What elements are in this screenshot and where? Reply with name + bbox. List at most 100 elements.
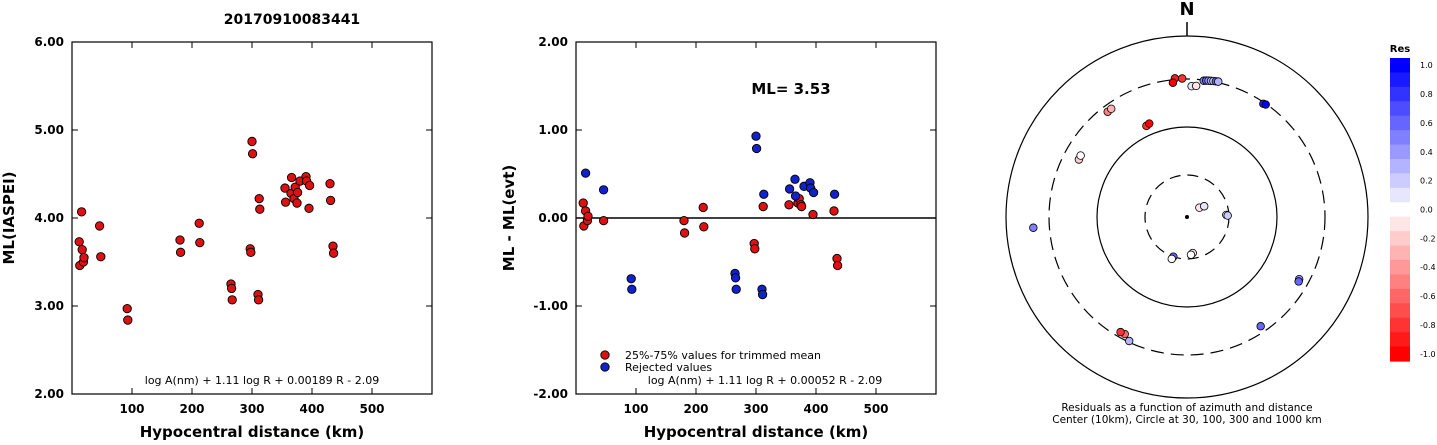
colorbar-cell bbox=[1390, 303, 1410, 319]
data-point-blue bbox=[757, 289, 768, 300]
x-tick-label: 400 bbox=[299, 402, 324, 416]
colorbar-label: -0.2 bbox=[1420, 234, 1436, 243]
data-point-red bbox=[808, 209, 818, 220]
station-marker bbox=[1223, 211, 1232, 220]
formula-text: log A(nm) + 1.11 log R + 0.00189 R - 2.0… bbox=[145, 374, 379, 387]
station-marker bbox=[1145, 119, 1154, 128]
legend-marker-rejected bbox=[600, 362, 610, 372]
figure-title: 20170910083441 bbox=[224, 12, 360, 28]
data-point-red bbox=[796, 201, 807, 212]
y-tick-label: -1.00 bbox=[533, 299, 568, 313]
data-point-red bbox=[255, 204, 265, 214]
data-point-red bbox=[246, 247, 256, 257]
colorbar-cell bbox=[1390, 245, 1410, 261]
ring-100km bbox=[1096, 126, 1278, 308]
colorbar-cell bbox=[1390, 86, 1410, 102]
colorbar-cell bbox=[1390, 346, 1410, 362]
colorbar-cell bbox=[1390, 144, 1410, 160]
data-point-red bbox=[79, 252, 89, 263]
data-point-blue bbox=[731, 284, 741, 294]
station-marker bbox=[1186, 250, 1196, 259]
data-point-blue bbox=[627, 284, 637, 294]
data-point-red bbox=[325, 195, 336, 206]
station-marker bbox=[1116, 327, 1125, 337]
epicenter-dot bbox=[1185, 215, 1189, 219]
station-marker bbox=[1191, 81, 1201, 91]
legend-marker-trimmed bbox=[600, 350, 610, 360]
data-point-red bbox=[195, 237, 205, 248]
data-point-blue bbox=[759, 189, 769, 199]
colorbar-label: -0.8 bbox=[1420, 321, 1436, 330]
chart-ml-residual: 100 200 300 400 500 -2.00 -1.00 0.00 1.00 2.00 ML… bbox=[500, 35, 937, 441]
formula-text: log A(nm) + 1.11 log R + 0.00052 R - 2.0… bbox=[648, 374, 882, 387]
y-tick-label: 4.00 bbox=[34, 211, 64, 225]
y-tick-label: -2.00 bbox=[533, 387, 568, 401]
colorbar-label: -1.0 bbox=[1420, 350, 1436, 359]
data-point-red bbox=[94, 221, 105, 231]
data-point-blue bbox=[580, 168, 591, 178]
x-axis-label: Hypocentral distance (km) bbox=[140, 423, 365, 441]
station-marker bbox=[1076, 151, 1085, 160]
station-marker bbox=[1261, 100, 1270, 109]
data-point-blue bbox=[730, 273, 741, 283]
data-point-red bbox=[292, 198, 302, 208]
x-tick-label: 100 bbox=[623, 402, 648, 416]
data-point-blue bbox=[751, 143, 762, 154]
polar-residual-map: N Residuals as a function of azimuth and… bbox=[1005, 0, 1369, 426]
colorbar-label: 1.0 bbox=[1420, 61, 1433, 70]
colorbar-cell bbox=[1390, 115, 1410, 131]
colorbar-label: 0.8 bbox=[1420, 90, 1433, 99]
data-point-red bbox=[304, 180, 315, 191]
y-tick-label: 1.00 bbox=[538, 123, 568, 137]
station-marker bbox=[1124, 336, 1134, 346]
data-point-red bbox=[758, 201, 768, 212]
data-point-red bbox=[832, 260, 843, 271]
y-tick-label: 5.00 bbox=[34, 123, 64, 137]
ring-300km bbox=[1048, 78, 1326, 356]
data-point-red bbox=[698, 202, 708, 213]
colorbar-cells bbox=[1390, 58, 1410, 362]
data-point-red bbox=[578, 198, 588, 208]
data-point-blue bbox=[784, 184, 795, 194]
x-tick-label: 400 bbox=[803, 402, 828, 416]
station-marker bbox=[1256, 322, 1265, 331]
x-tick-label: 500 bbox=[863, 402, 888, 416]
x-tick-label: 200 bbox=[683, 402, 708, 416]
caption-line-1: Residuals as a function of azimuth and d… bbox=[1061, 402, 1312, 414]
data-point-blue bbox=[790, 174, 800, 184]
colorbar-cell bbox=[1390, 317, 1410, 333]
data-point-red bbox=[74, 237, 84, 247]
colorbar-label: 0.0 bbox=[1420, 206, 1433, 215]
data-points bbox=[578, 131, 843, 300]
data-point-blue bbox=[626, 274, 636, 284]
data-point-red bbox=[254, 193, 264, 204]
data-point-red bbox=[227, 295, 237, 305]
data-point-red bbox=[280, 197, 291, 207]
data-point-red bbox=[247, 149, 258, 159]
y-tick-label: 2.00 bbox=[34, 387, 64, 401]
data-point-red bbox=[194, 218, 204, 228]
station-marker bbox=[1294, 277, 1303, 286]
colorbar-cell bbox=[1390, 173, 1410, 189]
data-point-red bbox=[175, 235, 185, 245]
colorbar-label: 0.6 bbox=[1420, 119, 1433, 128]
data-point-red bbox=[583, 211, 593, 221]
colorbar-cell bbox=[1390, 72, 1410, 88]
data-point-red bbox=[699, 222, 709, 232]
x-tick-label: 200 bbox=[179, 402, 204, 416]
x-axis-label: Hypocentral distance (km) bbox=[644, 423, 869, 441]
colorbar-cell bbox=[1390, 58, 1410, 74]
x-tick-label: 300 bbox=[743, 402, 768, 416]
data-point-red bbox=[253, 295, 264, 305]
plot-frame bbox=[71, 41, 433, 395]
station-marker bbox=[1167, 254, 1176, 264]
station-markers bbox=[1029, 74, 1304, 346]
colorbar-cell bbox=[1390, 260, 1410, 276]
colorbar-label: -0.6 bbox=[1420, 292, 1436, 301]
data-point-red bbox=[679, 215, 689, 226]
y-axis-label: ML(IASPEI) bbox=[0, 171, 18, 264]
station-marker bbox=[1200, 202, 1209, 211]
station-marker bbox=[1214, 77, 1223, 86]
data-point-red bbox=[325, 179, 335, 189]
